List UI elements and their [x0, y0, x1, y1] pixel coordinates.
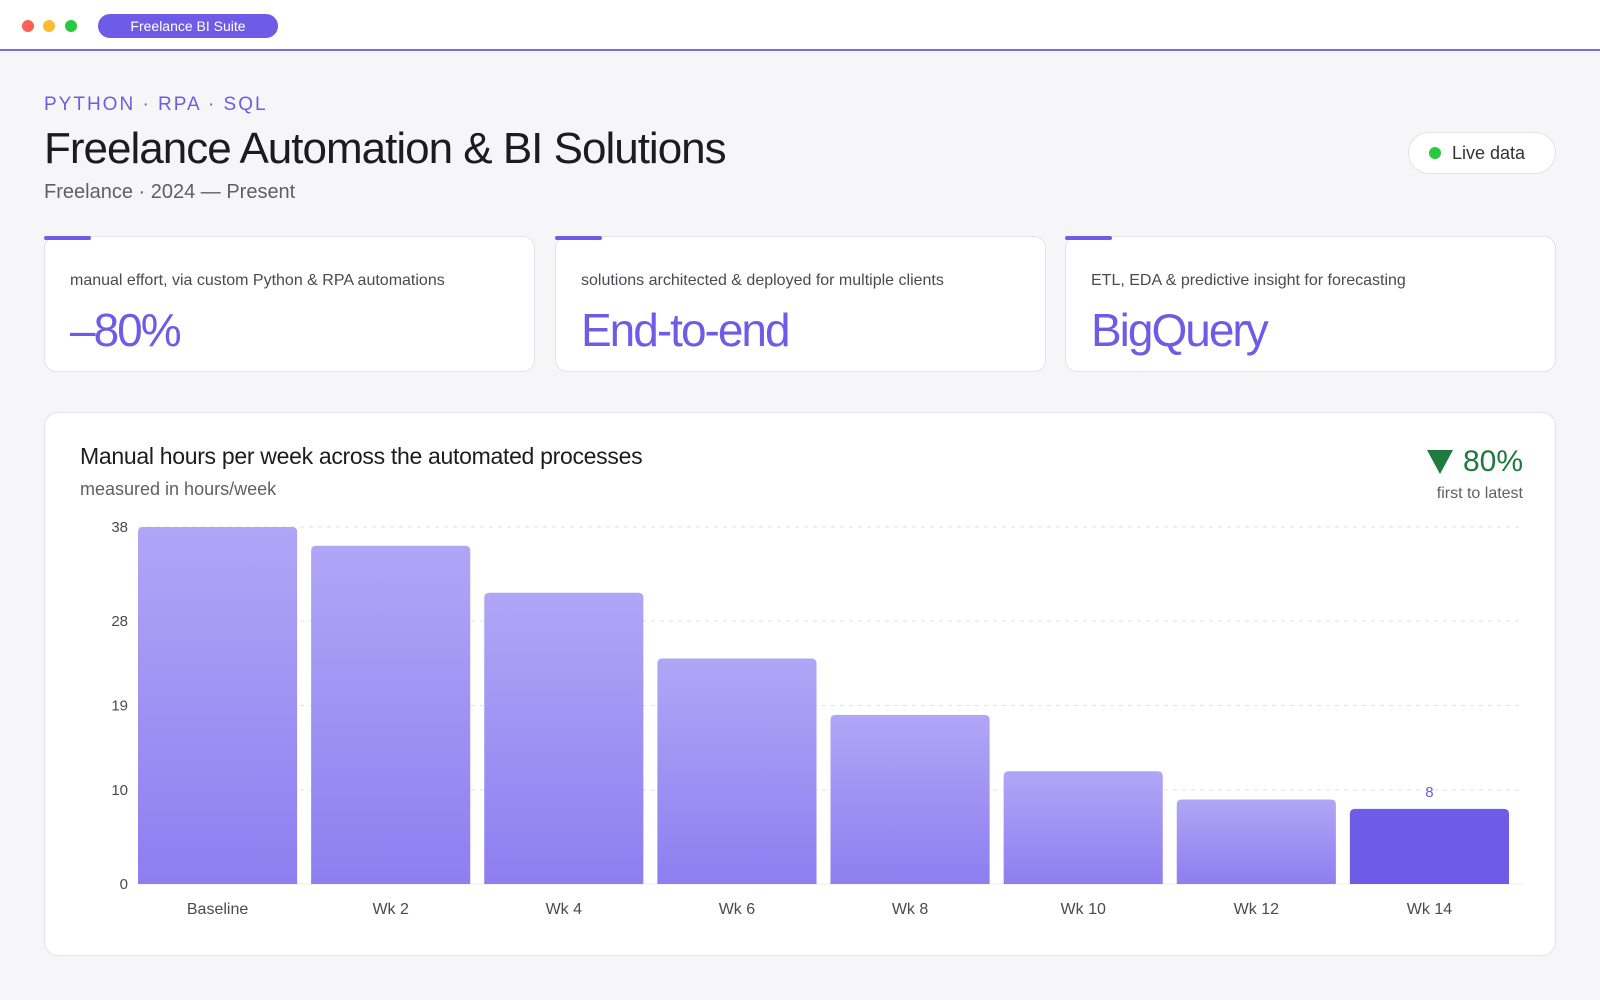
stat-caption: solutions architected & deployed for mul… — [581, 272, 944, 289]
x-tick-label: Wk 14 — [1407, 901, 1452, 918]
page-subtitle: Freelance · 2024 — Present — [44, 181, 296, 203]
chart-card: Manual hours per week across the automat… — [44, 412, 1556, 956]
y-tick-label: 28 — [111, 613, 128, 630]
stat-card-effort: manual effort, via custom Python & RPA a… — [44, 236, 535, 372]
bar — [657, 658, 817, 884]
bar-chart: 0 10 19 28 38 Baseline Wk 2 Wk 4 Wk 6 Wk 8 Wk 10 Wk… — [111, 519, 1523, 918]
stat-card-accent — [1065, 236, 1112, 240]
x-tick-label: Wk 8 — [892, 901, 929, 918]
down-arrow-icon — [1426, 450, 1453, 474]
skills-eyebrow: PYTHON · RPA · SQL — [44, 94, 268, 115]
x-tick-label: Wk 12 — [1234, 901, 1279, 918]
bar — [138, 527, 298, 884]
stat-value: BigQuery — [1091, 304, 1269, 356]
y-tick-label: 19 — [111, 698, 128, 715]
bar — [311, 545, 471, 884]
x-tick-label: Wk 2 — [372, 901, 409, 918]
minimize-window-button[interactable] — [43, 20, 55, 32]
stat-value: –80% — [70, 304, 182, 356]
window-titlebar: Freelance BI Suite — [0, 0, 1600, 51]
y-tick-label: 0 — [120, 876, 128, 893]
data-label: 8 — [1425, 784, 1433, 801]
page-title: Freelance Automation & BI Solutions — [44, 124, 727, 173]
stat-card-solutions: solutions architected & deployed for mul… — [555, 236, 1046, 372]
live-data-label: Live data — [1452, 142, 1526, 163]
x-tick-label: Wk 10 — [1061, 901, 1106, 918]
x-tick-label: Baseline — [187, 901, 248, 918]
y-tick-label: 10 — [111, 782, 128, 799]
x-tick-label: Wk 6 — [719, 901, 756, 918]
stat-caption: ETL, EDA & predictive insight for foreca… — [1091, 272, 1406, 289]
delta-caption: first to latest — [1436, 485, 1523, 502]
bar — [830, 714, 990, 884]
bar — [1003, 771, 1163, 884]
bar — [484, 592, 644, 884]
close-window-button[interactable] — [22, 20, 34, 32]
maximize-window-button[interactable] — [65, 20, 77, 32]
chart-subtitle: measured in hours/week — [80, 479, 277, 499]
app-name-badge[interactable]: Freelance BI Suite — [98, 14, 278, 38]
stat-card-accent — [44, 236, 91, 240]
bar — [1349, 808, 1509, 884]
live-data-badge[interactable]: Live data — [1408, 132, 1556, 174]
stat-value: End-to-end — [581, 304, 791, 356]
stat-card-accent — [555, 236, 602, 240]
y-tick-label: 38 — [111, 519, 128, 536]
stat-caption: manual effort, via custom Python & RPA a… — [70, 272, 445, 289]
chart-title: Manual hours per week across the automat… — [80, 443, 643, 469]
x-tick-label: Wk 4 — [546, 901, 583, 918]
delta-indicator: 80% first to latest — [1426, 445, 1523, 503]
stat-card-bigquery: ETL, EDA & predictive insight for foreca… — [1065, 236, 1556, 372]
bar — [1176, 799, 1336, 884]
live-status-dot-icon — [1429, 147, 1441, 159]
delta-value: 80% — [1462, 445, 1523, 478]
